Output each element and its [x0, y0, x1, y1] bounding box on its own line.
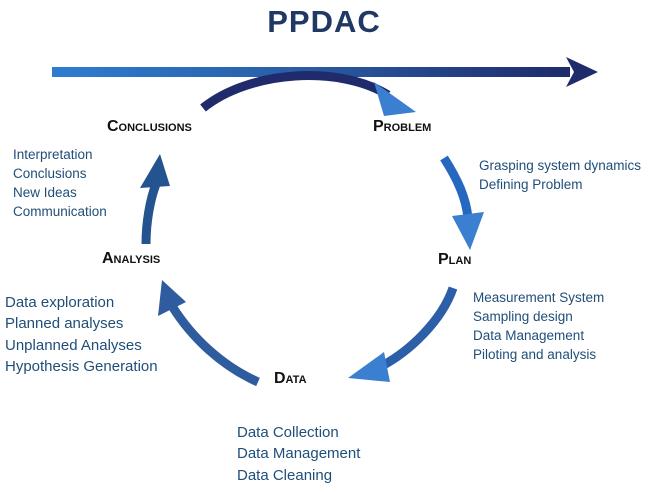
arrow-plan-to-data: [348, 286, 458, 382]
list-item: Grasping system dynamics: [479, 158, 642, 173]
list-item: Conclusions: [13, 166, 87, 181]
stage-label-conclusions: Conclusions: [107, 118, 192, 135]
list-item: Defining Problem: [479, 177, 583, 192]
arrow-problem-to-plan: [440, 155, 484, 250]
notes-analysis: Data exploration Planned analyses Unplan…: [5, 292, 158, 377]
list-item: Data Management: [237, 445, 361, 463]
list-item: Data Cleaning: [237, 466, 333, 484]
list-item: Piloting and analysis: [473, 347, 597, 362]
arrow-conclusions-to-problem: [200, 71, 416, 116]
stage-label-analysis: Analysis: [102, 250, 161, 267]
stage-label-plan: Plan: [438, 251, 472, 268]
list-item: Data Collection: [237, 424, 339, 441]
notes-data: Data Collection Data Management Data Cle…: [237, 422, 360, 486]
notes-conclusions: Interpretation Conclusions New Ideas Com…: [13, 145, 107, 221]
stage-label-problem: Problem: [373, 118, 432, 135]
list-item: Hypothesis Generation: [5, 357, 158, 375]
notes-plan: Measurement System Sampling design Data …: [473, 288, 604, 364]
notes-problem: Grasping system dynamics Defining Proble…: [479, 156, 641, 194]
list-item: Unplanned Analyses: [5, 336, 142, 354]
list-item: Sampling design: [473, 309, 573, 324]
list-item: Interpretation: [13, 147, 93, 162]
list-item: Planned analyses: [5, 315, 124, 333]
list-item: Communication: [13, 204, 107, 219]
list-item: Measurement System: [473, 290, 605, 305]
arrow-analysis-to-conclusions: [140, 154, 170, 245]
list-item: Data Management: [473, 328, 585, 343]
list-item: New Ideas: [13, 185, 77, 200]
diagram-title: PPDAC: [267, 4, 381, 39]
list-item: Data exploration: [5, 294, 115, 311]
arrow-data-to-analysis: [158, 280, 260, 387]
stage-label-data: Data: [274, 370, 307, 387]
